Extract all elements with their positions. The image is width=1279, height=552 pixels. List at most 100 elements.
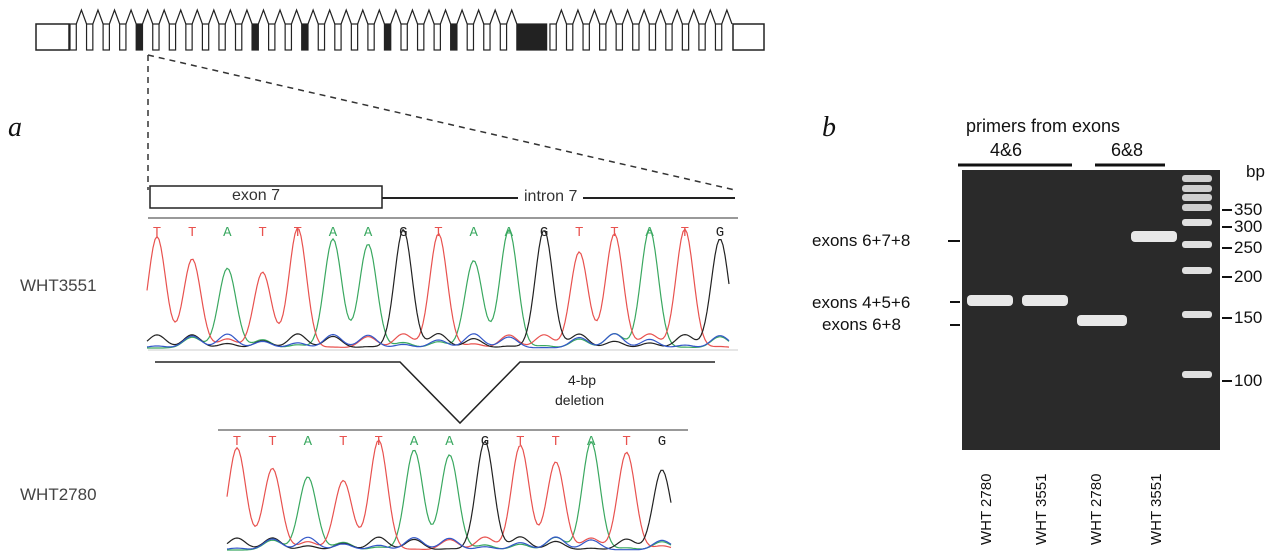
exon-block bbox=[582, 23, 590, 51]
panel-letter-a: a bbox=[8, 112, 22, 143]
exon-block bbox=[598, 23, 607, 51]
deletion-label-line1: 4-bp bbox=[568, 372, 597, 388]
exon-block bbox=[549, 23, 557, 51]
band-label-exons-678: exons 6+7+8 bbox=[812, 231, 911, 250]
base-call: T bbox=[153, 225, 161, 241]
exon-label: exon 7 bbox=[232, 187, 281, 204]
ladder-band bbox=[1182, 194, 1212, 201]
band-label-exons-68: exons 6+8 bbox=[822, 315, 901, 334]
trace-C bbox=[146, 333, 730, 349]
base-call: T bbox=[681, 225, 689, 241]
base-call: A bbox=[445, 434, 454, 450]
base-call: G bbox=[399, 225, 407, 241]
lane-label-4: WHT 3551 bbox=[1148, 473, 1165, 545]
base-call: T bbox=[622, 434, 630, 450]
exon-block bbox=[516, 23, 548, 51]
base-call: T bbox=[339, 434, 347, 450]
exon-block bbox=[648, 23, 657, 51]
base-call: T bbox=[575, 225, 583, 241]
gene-structure-diagram bbox=[35, 8, 765, 51]
exon-block bbox=[714, 23, 723, 51]
exon-block bbox=[383, 23, 392, 51]
exon-block bbox=[466, 23, 475, 51]
exon-block bbox=[400, 23, 408, 51]
trace-G bbox=[146, 228, 730, 348]
utr-box-left bbox=[35, 23, 70, 51]
zoom-line-right bbox=[147, 54, 736, 191]
exon-block bbox=[615, 23, 624, 51]
ladder-band bbox=[1182, 371, 1212, 378]
exon-block bbox=[416, 23, 425, 51]
base-call: G bbox=[481, 434, 489, 450]
exon-block bbox=[251, 23, 259, 51]
marker-300: 300 bbox=[1234, 217, 1263, 236]
ladder-band bbox=[1182, 175, 1212, 182]
lane-label-2: WHT 3551 bbox=[1033, 473, 1050, 545]
gel-title: primers from exons bbox=[966, 116, 1121, 136]
exon-block bbox=[301, 23, 309, 51]
ladder-band bbox=[1182, 219, 1212, 226]
ladder-band bbox=[1182, 204, 1212, 211]
base-call: A bbox=[364, 225, 373, 241]
exon-block bbox=[102, 23, 110, 51]
exon-block bbox=[483, 23, 491, 51]
deletion-bracket bbox=[155, 361, 715, 425]
exon-block bbox=[218, 23, 226, 51]
trace-T bbox=[146, 227, 730, 348]
exon-block bbox=[284, 23, 293, 51]
exon-block bbox=[85, 23, 94, 51]
dna-ladder bbox=[1182, 175, 1212, 378]
gel-band bbox=[1077, 315, 1127, 326]
ladder-band bbox=[1182, 185, 1212, 192]
exon-block bbox=[433, 23, 441, 51]
exon-block bbox=[234, 23, 243, 51]
base-call: A bbox=[304, 434, 313, 450]
marker-250: 250 bbox=[1234, 238, 1263, 257]
lane-label-3: WHT 2780 bbox=[1088, 473, 1105, 545]
marker-100: 100 bbox=[1234, 371, 1263, 390]
gel-ticks bbox=[948, 209, 1232, 382]
exon-block bbox=[135, 23, 144, 51]
gel-band bbox=[1131, 231, 1177, 242]
base-call: T bbox=[434, 225, 442, 241]
intron-label: intron 7 bbox=[518, 188, 584, 206]
base-call: G bbox=[540, 225, 548, 241]
ladder-band bbox=[1182, 267, 1212, 274]
trace-A bbox=[147, 228, 730, 349]
gel-band bbox=[967, 295, 1013, 306]
base-call: A bbox=[505, 225, 514, 241]
exon-block bbox=[350, 23, 359, 51]
band-label-exons-456: exons 4+5+6 bbox=[812, 293, 911, 312]
exon-block bbox=[185, 23, 193, 51]
exon-block bbox=[565, 23, 574, 51]
base-call: T bbox=[516, 434, 524, 450]
exon-block bbox=[334, 23, 342, 51]
deletion-label-line2: deletion bbox=[555, 392, 605, 408]
exon-block bbox=[119, 23, 127, 51]
chromatogram-bottom bbox=[226, 439, 672, 551]
sample-label-wht3551: WHT3551 bbox=[20, 276, 97, 295]
exon-block bbox=[499, 23, 508, 51]
marker-350: 350 bbox=[1234, 200, 1263, 219]
base-call: T bbox=[268, 434, 276, 450]
exon-block bbox=[450, 23, 458, 51]
base-call: A bbox=[645, 225, 654, 241]
exon-block bbox=[665, 23, 673, 51]
primer-group-1: 4&6 bbox=[990, 140, 1023, 160]
exon-block bbox=[268, 23, 276, 51]
gel-band bbox=[1022, 295, 1068, 306]
exon-block bbox=[698, 23, 706, 51]
sample-label-wht2780: WHT2780 bbox=[20, 485, 97, 504]
gel-bands bbox=[967, 231, 1177, 326]
intron-connectors bbox=[75, 8, 733, 25]
base-call: T bbox=[258, 225, 266, 241]
base-call: G bbox=[658, 434, 666, 450]
base-call: T bbox=[188, 225, 196, 241]
gel-image bbox=[962, 170, 1220, 450]
trace-C bbox=[226, 536, 672, 551]
exon-block bbox=[632, 23, 640, 51]
exon-block bbox=[152, 23, 160, 51]
